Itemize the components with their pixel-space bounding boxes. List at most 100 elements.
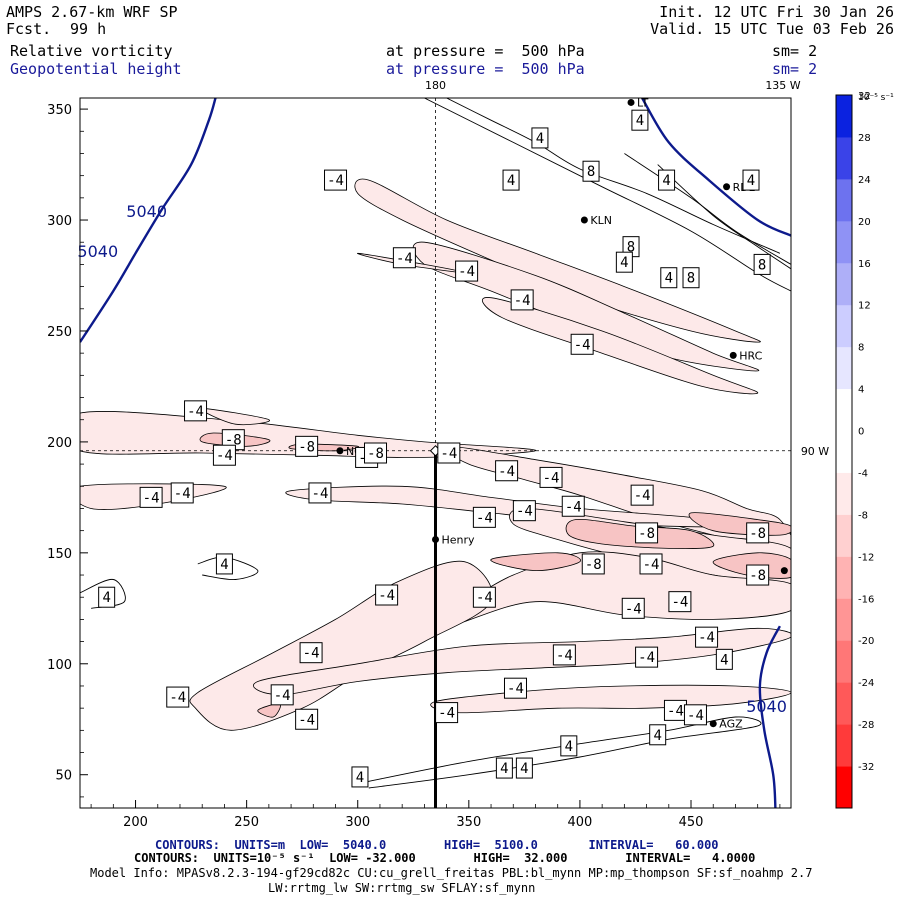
- contour-label: 4: [356, 770, 364, 786]
- contour-label: -4: [274, 688, 291, 704]
- colorbar-swatch: [836, 640, 852, 683]
- plot-frame: [79, 97, 792, 809]
- colorbar-tick-label: 32: [858, 91, 871, 102]
- field-2-level: at pressure = 500 hPa: [386, 60, 585, 78]
- contour-label-box: [658, 169, 676, 191]
- contour-label-box: [392, 247, 416, 269]
- contour-label-box: [635, 522, 659, 544]
- contour-label-box: [635, 646, 659, 668]
- contour-label-box: [630, 484, 654, 506]
- station-dot: [780, 567, 788, 575]
- colorbar-tick-label: 8: [858, 343, 864, 354]
- contour-label: -4: [565, 499, 582, 515]
- colorbar-tick-label: -4: [858, 468, 868, 479]
- height-contour-5040-0: [80, 98, 217, 343]
- contour-label: -8: [367, 446, 384, 462]
- contour-label-box: [435, 702, 459, 724]
- contour-label-box: [668, 591, 692, 613]
- contour-label: -4: [187, 404, 204, 420]
- contour-label: -4: [312, 486, 329, 502]
- contour-label: -4: [574, 337, 591, 353]
- contour-label-box: [170, 482, 194, 504]
- contour-label-box: [581, 553, 605, 575]
- forecast-hours: 99 h: [70, 20, 107, 38]
- contour-label: -8: [638, 526, 655, 542]
- contour-label: -4: [476, 510, 493, 526]
- meridian-90w-label: 90 W: [801, 445, 829, 458]
- vorticity-positive-contour-6: [357, 716, 762, 789]
- contour-label-box: [539, 466, 563, 488]
- contour-label: 4: [520, 761, 528, 777]
- model-title: AMPS 2.67-km WRF SP: [6, 3, 178, 21]
- contour-label-box: [437, 442, 461, 464]
- vorticity-band-minus4-10: [412, 241, 760, 372]
- field-1-smoothing: sm= 2: [772, 42, 818, 60]
- y-tick-label: 250: [47, 325, 72, 340]
- colorbar-tick-label: -12: [858, 552, 874, 563]
- colorbar-swatch: [836, 514, 852, 557]
- contour-label-box: [582, 160, 600, 182]
- station-label: LT: [637, 96, 649, 109]
- contour-label: -8: [585, 557, 602, 573]
- contour-label: 4: [747, 173, 755, 189]
- station-label: KLN: [590, 214, 612, 227]
- y-tick-label: 100: [47, 658, 72, 673]
- init-time: Init. 12 UTC Fri 30 Jan 26: [659, 3, 894, 21]
- contour-label-box: [561, 495, 585, 517]
- field-2-name: Geopotential height: [10, 60, 182, 78]
- colorbar-swatch: [836, 304, 852, 348]
- valid-time: Valid. 15 UTC Tue 03 Feb 26: [650, 20, 894, 38]
- x-tick-label: 300: [345, 815, 370, 830]
- contour-label-box: [495, 460, 519, 482]
- contour-label-box: [682, 267, 700, 289]
- height-contour-label: 5040: [77, 242, 118, 261]
- contour-label-box: [615, 251, 633, 273]
- colorbar-tick-label: -24: [858, 678, 874, 689]
- y-tick-label: 200: [47, 436, 72, 451]
- colorbar-tick-label: 0: [858, 427, 864, 438]
- geo-labels-layer: 180 135 W 90 W: [425, 79, 829, 458]
- contour-label: -4: [298, 712, 315, 728]
- colorbar-unit: 10⁻⁵ s⁻¹: [858, 93, 894, 103]
- contour-label: 4: [220, 557, 228, 573]
- colorbar-swatch: [836, 388, 852, 432]
- station-label: Henry: [442, 534, 476, 547]
- contour-label-box: [308, 482, 332, 504]
- height-contour-5040-1: [758, 625, 781, 808]
- vorticity-band-minus4-8: [430, 684, 791, 714]
- y-tick-label: 150: [47, 547, 72, 562]
- colorbar-swatch: [836, 766, 852, 809]
- contour-label-box: [184, 400, 208, 422]
- contour-label-box: [746, 564, 770, 586]
- contour-label: -4: [543, 470, 560, 486]
- station-label: HRC: [739, 349, 762, 362]
- colorbar-tick-label: 4: [858, 385, 864, 396]
- x-tick-label: 350: [456, 815, 481, 830]
- vorticity-band-minus4-9: [354, 178, 761, 343]
- contour-label-box: [295, 708, 319, 730]
- height-contour-label: 5040: [126, 202, 167, 221]
- colorbar-tick-label: -8: [858, 510, 868, 521]
- contour-label: -4: [440, 446, 457, 462]
- contour-label-box: [166, 686, 190, 708]
- colorbar-tick-label: -28: [858, 720, 874, 731]
- contour-label: -4: [643, 557, 660, 573]
- contour-label: 4: [720, 652, 728, 668]
- contour-label: -4: [634, 488, 651, 504]
- forecast-label: Fcst.: [6, 20, 52, 38]
- station-label: AGZ: [719, 718, 743, 731]
- colorbar-swatch: [836, 724, 852, 767]
- x-tick-label: 450: [679, 815, 704, 830]
- colorbar-swatch: [836, 472, 852, 515]
- contour-label: -8: [298, 439, 315, 455]
- contour-label-box: [299, 642, 323, 664]
- y-tick-label: 300: [47, 214, 72, 229]
- colorbar-swatch: [836, 430, 852, 473]
- colorbar-tick-label: 12: [858, 301, 871, 312]
- contour-label: 8: [687, 271, 695, 287]
- vorticity-shading-layer: [80, 178, 791, 731]
- contour-label: -4: [476, 590, 493, 606]
- contour-label: -4: [556, 648, 573, 664]
- contour-label-box: [510, 289, 534, 311]
- contour-label: -4: [698, 630, 715, 646]
